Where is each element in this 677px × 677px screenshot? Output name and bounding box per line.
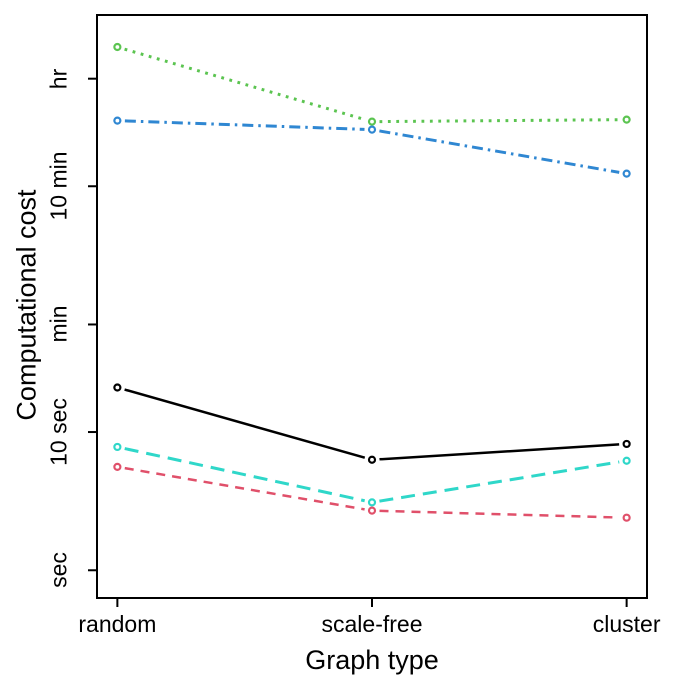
blue-dashdot-marker bbox=[622, 169, 631, 178]
x-tick-label-scalefree: scale-free bbox=[321, 611, 423, 637]
x-axis-title: Graph type bbox=[305, 645, 439, 675]
cyan-longdash-marker bbox=[367, 498, 377, 507]
red-dashed-segment bbox=[124, 466, 365, 511]
blue-dashdot-marker bbox=[367, 125, 377, 134]
green-dotted-marker bbox=[367, 117, 377, 126]
x-tick-label-random: random bbox=[78, 611, 157, 637]
black-solid-segment bbox=[124, 388, 366, 459]
black-solid-marker bbox=[367, 455, 377, 464]
y-tick-label-10sec: 10 sec bbox=[45, 398, 72, 466]
cyan-longdash-segment bbox=[379, 460, 620, 503]
cyan-longdash-segment bbox=[124, 447, 365, 503]
y-tick-label-10min: 10 min bbox=[45, 151, 72, 221]
y-axis-title: Computational cost bbox=[11, 189, 42, 421]
red-dashed-marker bbox=[367, 506, 377, 515]
red-dashed-marker bbox=[622, 513, 631, 522]
x-tick-label-cluster: cluster bbox=[592, 611, 661, 637]
black-solid-marker bbox=[622, 439, 631, 449]
y-tick-label-min: min bbox=[45, 305, 72, 343]
y-tick-label-sec: sec bbox=[45, 552, 72, 589]
green-dotted-marker bbox=[113, 42, 122, 52]
cyan-longdash-marker bbox=[622, 456, 631, 465]
y-tick-label-hr: hr bbox=[45, 68, 72, 89]
black-solid-segment bbox=[379, 443, 620, 461]
blue-dashdot-marker bbox=[113, 116, 122, 125]
green-dotted-marker bbox=[622, 115, 631, 124]
red-dashed-segment bbox=[379, 509, 620, 519]
green-dotted-segment bbox=[379, 118, 620, 124]
green-dotted-segment bbox=[124, 47, 366, 121]
blue-dashdot-segment bbox=[379, 129, 620, 174]
red-dashed-marker bbox=[113, 462, 122, 471]
blue-dashdot-segment bbox=[124, 119, 365, 131]
cyan-longdash-marker bbox=[113, 442, 122, 452]
black-solid-marker bbox=[113, 383, 122, 392]
